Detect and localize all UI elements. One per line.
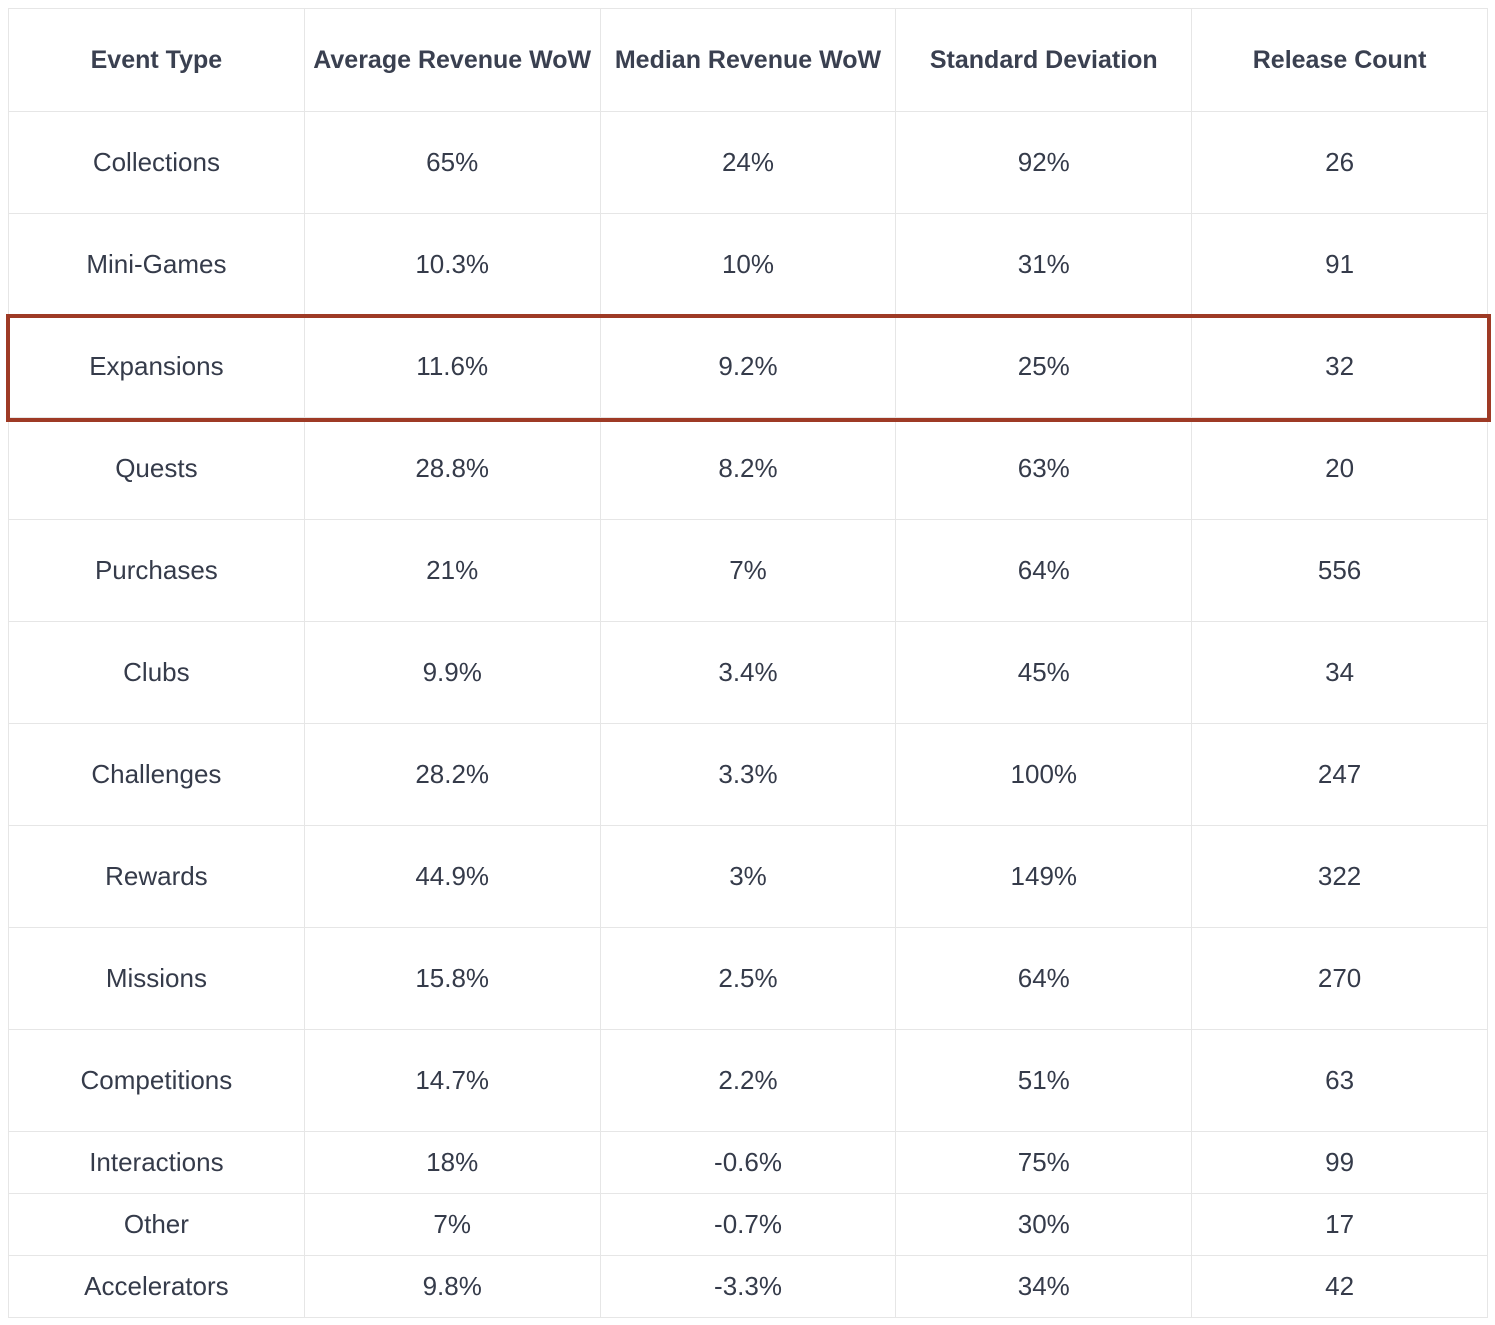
cell-standard-deviation: 25% (895, 315, 1193, 418)
header-event-type: Event Type (8, 8, 305, 112)
table-row: Competitions 14.7% 2.2% 51% 63 (8, 1029, 1488, 1132)
table-row: Challenges 28.2% 3.3% 100% 247 (8, 723, 1488, 826)
cell-release-count: 91 (1191, 213, 1488, 316)
table-row: Purchases 21% 7% 64% 556 (8, 519, 1488, 622)
cell-median-revenue: 2.2% (599, 1029, 897, 1132)
cell-median-revenue: -3.3% (599, 1255, 897, 1318)
table-row: Collections 65% 24% 92% 26 (8, 111, 1488, 214)
cell-event-type: Mini-Games (8, 213, 305, 316)
cell-standard-deviation: 64% (895, 519, 1193, 622)
cell-event-type: Competitions (8, 1029, 305, 1132)
cell-standard-deviation: 45% (895, 621, 1193, 724)
cell-average-revenue: 7% (303, 1193, 601, 1256)
cell-event-type: Expansions (8, 315, 305, 418)
cell-median-revenue: 9.2% (599, 315, 897, 418)
cell-average-revenue: 65% (303, 111, 601, 214)
cell-release-count: 20 (1191, 417, 1488, 520)
table-row: Missions 15.8% 2.5% 64% 270 (8, 927, 1488, 1030)
cell-standard-deviation: 100% (895, 723, 1193, 826)
cell-event-type: Missions (8, 927, 305, 1030)
cell-average-revenue: 44.9% (303, 825, 601, 928)
table-row: Mini-Games 10.3% 10% 31% 91 (8, 213, 1488, 316)
cell-release-count: 17 (1191, 1193, 1488, 1256)
header-median-revenue-wow: Median Revenue WoW (599, 8, 897, 112)
cell-release-count: 34 (1191, 621, 1488, 724)
cell-release-count: 26 (1191, 111, 1488, 214)
header-row: Event Type Average Revenue WoW Median Re… (8, 8, 1488, 112)
cell-release-count: 247 (1191, 723, 1488, 826)
cell-standard-deviation: 92% (895, 111, 1193, 214)
cell-release-count: 556 (1191, 519, 1488, 622)
cell-release-count: 270 (1191, 927, 1488, 1030)
cell-median-revenue: 7% (599, 519, 897, 622)
cell-median-revenue: 8.2% (599, 417, 897, 520)
cell-median-revenue: 2.5% (599, 927, 897, 1030)
cell-average-revenue: 28.8% (303, 417, 601, 520)
cell-standard-deviation: 51% (895, 1029, 1193, 1132)
cell-standard-deviation: 75% (895, 1131, 1193, 1194)
cell-median-revenue: 3% (599, 825, 897, 928)
cell-average-revenue: 9.8% (303, 1255, 601, 1318)
header-standard-deviation: Standard Deviation (895, 8, 1193, 112)
cell-median-revenue: 24% (599, 111, 897, 214)
cell-event-type: Rewards (8, 825, 305, 928)
cell-median-revenue: -0.6% (599, 1131, 897, 1194)
cell-average-revenue: 28.2% (303, 723, 601, 826)
cell-median-revenue: 3.4% (599, 621, 897, 724)
table-row: Rewards 44.9% 3% 149% 322 (8, 825, 1488, 928)
cell-average-revenue: 18% (303, 1131, 601, 1194)
cell-event-type: Challenges (8, 723, 305, 826)
cell-release-count: 42 (1191, 1255, 1488, 1318)
cell-average-revenue: 11.6% (303, 315, 601, 418)
cell-standard-deviation: 31% (895, 213, 1193, 316)
cell-event-type: Accelerators (8, 1255, 305, 1318)
cell-average-revenue: 21% (303, 519, 601, 622)
cell-average-revenue: 14.7% (303, 1029, 601, 1132)
cell-standard-deviation: 63% (895, 417, 1193, 520)
table-row: Accelerators 9.8% -3.3% 34% 42 (8, 1255, 1488, 1318)
cell-event-type: Purchases (8, 519, 305, 622)
header-average-revenue-wow: Average Revenue WoW (303, 8, 601, 112)
cell-event-type: Quests (8, 417, 305, 520)
cell-standard-deviation: 149% (895, 825, 1193, 928)
table-row-highlighted: Expansions 11.6% 9.2% 25% 32 (8, 315, 1488, 418)
cell-average-revenue: 15.8% (303, 927, 601, 1030)
cell-event-type: Clubs (8, 621, 305, 724)
table-row: Quests 28.8% 8.2% 63% 20 (8, 417, 1488, 520)
cell-median-revenue: -0.7% (599, 1193, 897, 1256)
cell-event-type: Other (8, 1193, 305, 1256)
cell-release-count: 99 (1191, 1131, 1488, 1194)
cell-median-revenue: 3.3% (599, 723, 897, 826)
table-row: Other 7% -0.7% 30% 17 (8, 1193, 1488, 1256)
cell-standard-deviation: 64% (895, 927, 1193, 1030)
cell-event-type: Collections (8, 111, 305, 214)
header-release-count: Release Count (1191, 8, 1488, 112)
cell-standard-deviation: 30% (895, 1193, 1193, 1256)
data-table-container: Event Type Average Revenue WoW Median Re… (8, 8, 1488, 1318)
cell-release-count: 63 (1191, 1029, 1488, 1132)
table-row: Clubs 9.9% 3.4% 45% 34 (8, 621, 1488, 724)
event-type-revenue-table: Event Type Average Revenue WoW Median Re… (8, 8, 1488, 1318)
cell-standard-deviation: 34% (895, 1255, 1193, 1318)
cell-event-type: Interactions (8, 1131, 305, 1194)
cell-release-count: 32 (1191, 315, 1488, 418)
cell-average-revenue: 9.9% (303, 621, 601, 724)
cell-release-count: 322 (1191, 825, 1488, 928)
table-row: Interactions 18% -0.6% 75% 99 (8, 1131, 1488, 1194)
cell-average-revenue: 10.3% (303, 213, 601, 316)
cell-median-revenue: 10% (599, 213, 897, 316)
